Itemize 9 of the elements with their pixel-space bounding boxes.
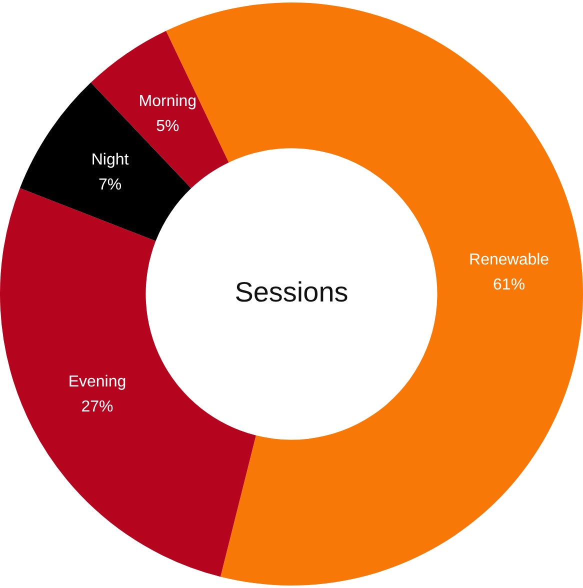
slice-label: Morning — [138, 93, 197, 110]
slice-label: Evening — [68, 374, 126, 391]
text: Sessions — [234, 276, 348, 308]
data-label: 61% — [493, 276, 526, 294]
data-label: 5% — [156, 118, 180, 136]
data-label: 27% — [81, 398, 114, 416]
data-label: 7% — [98, 176, 122, 194]
slice-label: Night — [91, 151, 130, 168]
slice-label: Renewable — [469, 252, 550, 269]
